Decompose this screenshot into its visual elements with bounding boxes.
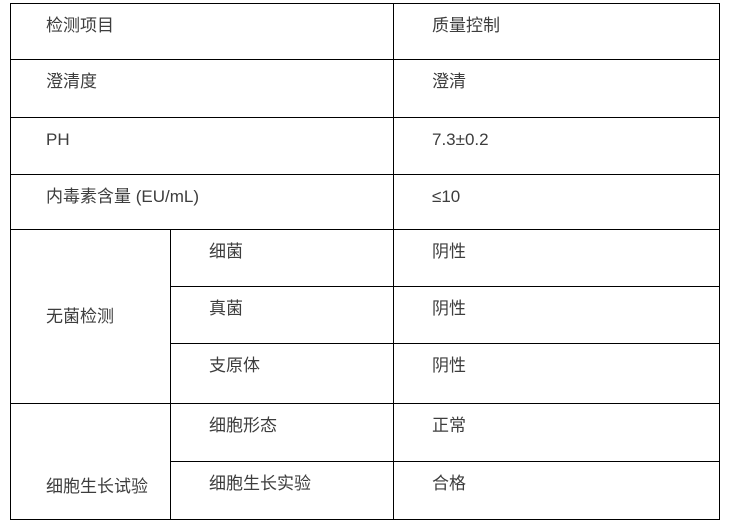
endotoxin-value-cell: ≤10 [393,174,720,230]
cell-morphology-value-cell: 正常 [393,403,720,462]
clarity-item-cell: 澄清度 [10,59,394,118]
mycoplasma-value-cell: 阴性 [393,343,720,404]
ph-value-cell: 7.3±0.2 [393,117,720,175]
mycoplasma-item-cell: 支原体 [170,343,394,404]
cell-morphology-item-cell: 细胞形态 [170,403,394,462]
header-quality-control-cell: 质量控制 [393,3,720,60]
table-row-cell-morphology: 细胞生长试验 细胞形态 正常 [10,403,720,520]
quality-control-table: 检测项目 质量控制 澄清度 澄清 PH 7.3±0.2 内毒素含量 (EU/mL… [10,3,720,520]
table-row-sterility-bacteria: 无菌检测 细菌 阴性 [10,229,720,404]
fungi-value-cell: 阴性 [393,286,720,344]
table-row-endotoxin: 内毒素含量 (EU/mL) ≤10 [10,174,720,230]
ph-item-cell: PH [10,117,394,175]
clarity-value-cell: 澄清 [393,59,720,118]
table-row-clarity: 澄清度 澄清 [10,59,720,118]
cell-growth-value-cell: 合格 [393,461,720,520]
table-row-header: 检测项目 质量控制 [10,3,720,60]
table-row-sterility-fungi: 真菌 阴性 [11,286,720,344]
cell-growth-item-cell: 细胞生长实验 [170,461,394,520]
header-test-items-cell: 检测项目 [10,3,394,60]
fungi-item-cell: 真菌 [170,286,394,344]
bacteria-value-cell: 阴性 [393,229,720,287]
bacteria-item-cell: 细菌 [170,229,394,287]
table-row-cell-growth-experiment: 细胞生长实验 合格 [11,461,720,520]
sterility-group-label-cell: 无菌检测 [10,229,171,404]
cell-growth-group-label-cell: 细胞生长试验 [10,403,171,520]
endotoxin-item-cell: 内毒素含量 (EU/mL) [10,174,394,230]
table-row-sterility-mycoplasma: 支原体 阴性 [11,343,720,404]
table-row-ph: PH 7.3±0.2 [10,117,720,175]
